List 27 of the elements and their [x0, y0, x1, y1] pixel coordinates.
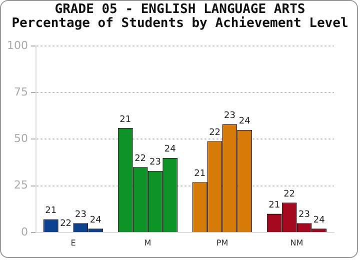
series-label: 24 — [164, 144, 176, 155]
series-label: 22 — [209, 128, 221, 138]
text: 23 — [298, 210, 310, 220]
text: 23 — [224, 111, 236, 122]
text: 23 — [149, 158, 161, 168]
y-tick-label: 75 — [14, 85, 28, 98]
text: 24 — [90, 216, 102, 226]
text: 22 — [134, 154, 146, 164]
x-tick-label: E — [70, 238, 76, 248]
x-tick-label: PM — [216, 238, 228, 248]
text: 21 — [194, 168, 206, 179]
y-tick-label: 100 — [6, 38, 28, 52]
text: 21 — [268, 200, 280, 211]
text: 21 — [45, 206, 57, 216]
x-tick-label: M — [144, 238, 152, 248]
series-label: 23 — [74, 210, 86, 220]
x-tick-label: NM — [290, 238, 304, 248]
text: 22 — [284, 189, 296, 200]
text: 24 — [313, 216, 325, 226]
text: 24 — [238, 116, 250, 127]
y-tick-label: 50 — [14, 132, 28, 146]
text: 22 — [60, 219, 72, 230]
chart-title: GRADE 05 - ENGLISH LANGUAGE ARTS — [54, 2, 306, 17]
series-label: 21 — [120, 114, 132, 125]
y-tick-label: 0 — [20, 225, 28, 238]
chart-subtitle: Percentage of Students by Achievement Level — [10, 16, 350, 31]
y-tick-label: 25 — [14, 178, 28, 192]
